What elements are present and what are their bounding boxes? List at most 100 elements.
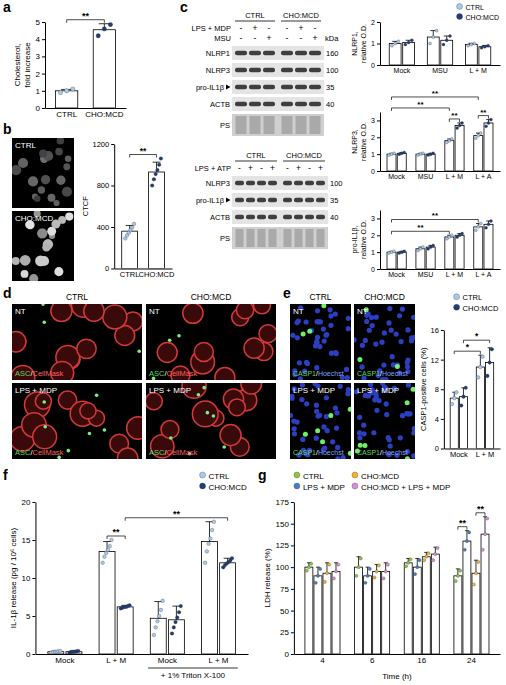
y-tick-mark bbox=[377, 120, 380, 121]
treatment-sign: + bbox=[296, 163, 301, 173]
nucleus bbox=[370, 323, 375, 328]
blot-band bbox=[294, 181, 303, 186]
data-point bbox=[110, 538, 114, 542]
treatment-sign: + bbox=[318, 163, 323, 173]
speck bbox=[42, 400, 46, 404]
data-point bbox=[472, 583, 475, 586]
x-tick-label: L + M bbox=[106, 656, 126, 665]
cell bbox=[183, 304, 203, 323]
nucleus bbox=[361, 431, 366, 436]
y-axis: 0123 bbox=[371, 113, 380, 175]
bar bbox=[455, 235, 464, 269]
y-axis-title: relative O.D. bbox=[360, 220, 367, 259]
nucleus bbox=[334, 410, 339, 415]
cell bbox=[21, 270, 29, 278]
data-point bbox=[487, 223, 490, 226]
legend-label: CHO:MCD bbox=[209, 483, 247, 492]
data-point bbox=[159, 608, 163, 612]
x-tick-label: L + M bbox=[469, 67, 487, 74]
y-axis-title: pro-IL1β, bbox=[351, 225, 359, 253]
data-point bbox=[481, 548, 484, 551]
y-tick-mark bbox=[111, 186, 114, 187]
plot-area bbox=[387, 118, 493, 171]
bar bbox=[427, 37, 439, 65]
chart: 05101520MockL + MMockL + MIL-1β release … bbox=[9, 472, 249, 681]
y-tick-mark bbox=[291, 502, 294, 503]
nucleus bbox=[300, 437, 305, 442]
x-axis: CTRLCHO:MCD bbox=[115, 269, 175, 279]
data-point bbox=[161, 599, 165, 603]
blot-row-label: PS bbox=[220, 234, 230, 243]
x-tick: 16 bbox=[417, 654, 426, 665]
column-head: CTRL bbox=[309, 292, 331, 302]
y-tick-mark bbox=[441, 449, 444, 450]
y-tick: 125 bbox=[276, 541, 294, 550]
y-tick-mark bbox=[32, 616, 35, 617]
nucleus bbox=[346, 326, 351, 331]
nucleus bbox=[315, 335, 320, 340]
data-point bbox=[64, 89, 68, 93]
x-tick-label: Mock bbox=[388, 173, 405, 180]
x-tick-label: MSU bbox=[418, 271, 434, 278]
legend-label: CTRL bbox=[303, 472, 324, 481]
micrograph-background bbox=[12, 138, 74, 208]
treatment-sign: - bbox=[286, 23, 289, 33]
micrograph bbox=[290, 304, 351, 380]
cell bbox=[254, 304, 271, 314]
nucleus bbox=[361, 423, 366, 428]
y-tick-mark bbox=[441, 389, 444, 390]
blot-group-label: CTRL bbox=[245, 11, 265, 20]
data-point bbox=[390, 44, 393, 47]
nucleus bbox=[345, 391, 350, 396]
error-bar bbox=[103, 542, 111, 552]
nucleus bbox=[360, 343, 365, 348]
nucleus bbox=[374, 315, 379, 320]
data-point bbox=[459, 404, 463, 408]
nucleus bbox=[324, 395, 329, 400]
micrograph-background bbox=[354, 304, 415, 380]
cell bbox=[192, 401, 218, 427]
data-point bbox=[152, 177, 156, 181]
cell bbox=[42, 243, 50, 251]
speck bbox=[212, 414, 216, 418]
blot-band bbox=[295, 68, 307, 73]
data-point bbox=[463, 548, 466, 551]
nucleus bbox=[382, 330, 387, 335]
nucleus bbox=[290, 333, 295, 338]
nucleus bbox=[324, 414, 329, 419]
y-tick: 2 bbox=[371, 19, 380, 26]
nucleus bbox=[384, 412, 389, 417]
x-tick: 24 bbox=[467, 654, 476, 665]
y-tick: 3 bbox=[371, 117, 380, 124]
cell bbox=[20, 255, 31, 266]
blot-unit: kDa bbox=[325, 34, 339, 43]
y-tick: 2 bbox=[371, 232, 380, 239]
significance-label: ** bbox=[477, 504, 485, 514]
y-axis-line bbox=[380, 211, 381, 270]
x-axis-title: Time (h) bbox=[382, 672, 412, 681]
speck bbox=[41, 304, 45, 306]
plot-area bbox=[56, 22, 116, 108]
stain-label-part: ASC bbox=[149, 448, 165, 457]
y-tick-label: 5 bbox=[36, 18, 41, 27]
speck bbox=[303, 432, 308, 437]
speck bbox=[301, 331, 306, 336]
y-axis-title: relative O.D. bbox=[360, 122, 367, 161]
data-point bbox=[337, 563, 340, 566]
micrograph-background bbox=[290, 304, 351, 380]
cell bbox=[56, 176, 65, 185]
data-point bbox=[436, 546, 439, 549]
nucleus bbox=[405, 364, 410, 369]
legend-label: LPS + MDP bbox=[303, 483, 345, 492]
x-tick-label: Mock bbox=[55, 656, 75, 665]
x-axis: MockMSUL + M bbox=[381, 65, 501, 74]
data-point bbox=[392, 250, 395, 253]
blot-band bbox=[294, 198, 303, 203]
stain-label-part: ASC bbox=[15, 448, 31, 457]
cell bbox=[12, 257, 20, 265]
data-point bbox=[108, 22, 112, 26]
x-axis: MockMSUL + ML + A bbox=[381, 171, 501, 180]
y-tick: 25 bbox=[280, 628, 294, 637]
cell bbox=[39, 150, 47, 158]
y-tick-label: 10 bbox=[22, 574, 31, 583]
